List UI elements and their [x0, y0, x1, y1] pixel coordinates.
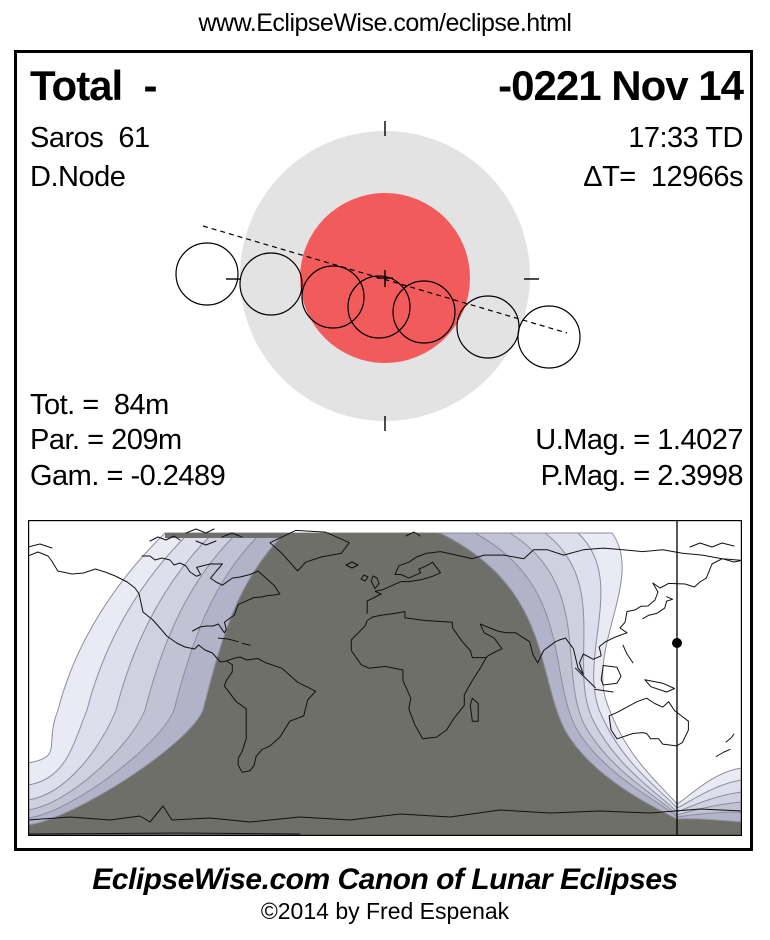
gamma-value: Gam. = -0.2489: [30, 460, 226, 492]
coast-siberia-north: [471, 547, 742, 561]
coastlines: [28, 528, 742, 835]
eclipse-date: -0221 Nov 14: [498, 62, 744, 109]
main-border-box: [14, 50, 753, 851]
coast-borneo: [600, 665, 622, 686]
node-label: D.Node: [30, 161, 126, 193]
canon-title: EclipseWise.com Canon of Lunar Eclipses: [92, 863, 678, 896]
umbral-magnitude: U.Mag. = 1.4027: [535, 424, 743, 456]
coast-java: [594, 688, 614, 693]
coast-iceland: [345, 561, 359, 569]
coast-britain: [360, 574, 380, 590]
coast-madagascar: [469, 697, 479, 722]
moon-position-circle: [392, 280, 456, 344]
coast-sumatra: [574, 667, 596, 689]
coast-asia-east: [479, 558, 742, 675]
coast-greenland: [269, 529, 350, 572]
moon-position-circle: [239, 252, 303, 316]
moon-position-circle: [456, 295, 520, 359]
partial-duration: Par. = 209m: [30, 424, 182, 456]
coast-arctic-islands: [28, 528, 735, 562]
coast-philippines: [622, 644, 634, 664]
zone-top-strip: [165, 533, 437, 538]
moon-position-circle: [175, 242, 239, 306]
visibility-zones: [28, 532, 742, 836]
coast-americas-west: [51, 560, 227, 663]
coast-south-america: [223, 656, 317, 773]
page-url-caption: www.EclipseWise.com/eclipse.html: [198, 9, 573, 37]
coast-africa: [350, 611, 487, 740]
coast-new-guinea: [644, 679, 675, 693]
totality-duration: Tot. = 84m: [30, 389, 169, 421]
penumbral-magnitude: P.Mag. = 2.3998: [540, 460, 744, 492]
delta-t-value: ΔT= 12966s: [583, 161, 743, 193]
moon-path-circles: [175, 242, 581, 369]
ecliptic-dashed-line: [202, 225, 568, 334]
zenith-point-dot: [672, 638, 682, 648]
visibility-zone-dark: [28, 532, 742, 836]
eclipse-type-label: Total -: [30, 62, 158, 109]
coast-japan: [642, 596, 674, 620]
coast-north-america-east: [141, 555, 281, 634]
coast-europe: [366, 551, 473, 614]
coast-antarctica: [28, 805, 742, 835]
moon-position-circle: [347, 275, 411, 339]
saros-label: Saros 61: [30, 122, 150, 154]
eclipse-time: 17:33 TD: [628, 122, 743, 154]
coast-caribbean: [217, 637, 251, 646]
moon-position-circle: [517, 305, 581, 369]
moon-position-circle: [301, 265, 365, 329]
coast-australia: [608, 697, 689, 747]
coast-new-zealand: [715, 733, 735, 757]
visibility-map: [28, 520, 742, 836]
map-frame: [28, 520, 742, 836]
copyright-notice: ©2014 by Fred Espenak: [260, 898, 510, 924]
